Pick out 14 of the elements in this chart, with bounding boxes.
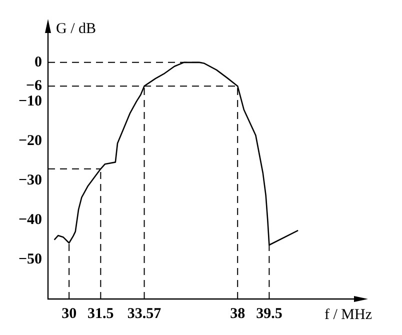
y-axis-title: G / dB — [56, 20, 96, 37]
y-tick-label: −50 — [18, 251, 42, 268]
y-tick-label: −40 — [18, 212, 42, 228]
x-tick-label: 31.5 — [88, 306, 114, 322]
x-tick-label: 38 — [230, 306, 246, 322]
x-tick-label: 33.57 — [127, 306, 162, 322]
y-tick-label: −10 — [18, 94, 42, 110]
x-axis-title: f / MHz — [324, 306, 372, 323]
x-tick-label: 30 — [62, 306, 77, 322]
x-tick-label: 39.5 — [256, 306, 282, 322]
y-tick-label: −6 — [26, 78, 42, 94]
y-tick-label: −20 — [18, 133, 42, 150]
y-tick-label: 0 — [34, 54, 42, 70]
y-tick-label: −30 — [18, 172, 42, 189]
